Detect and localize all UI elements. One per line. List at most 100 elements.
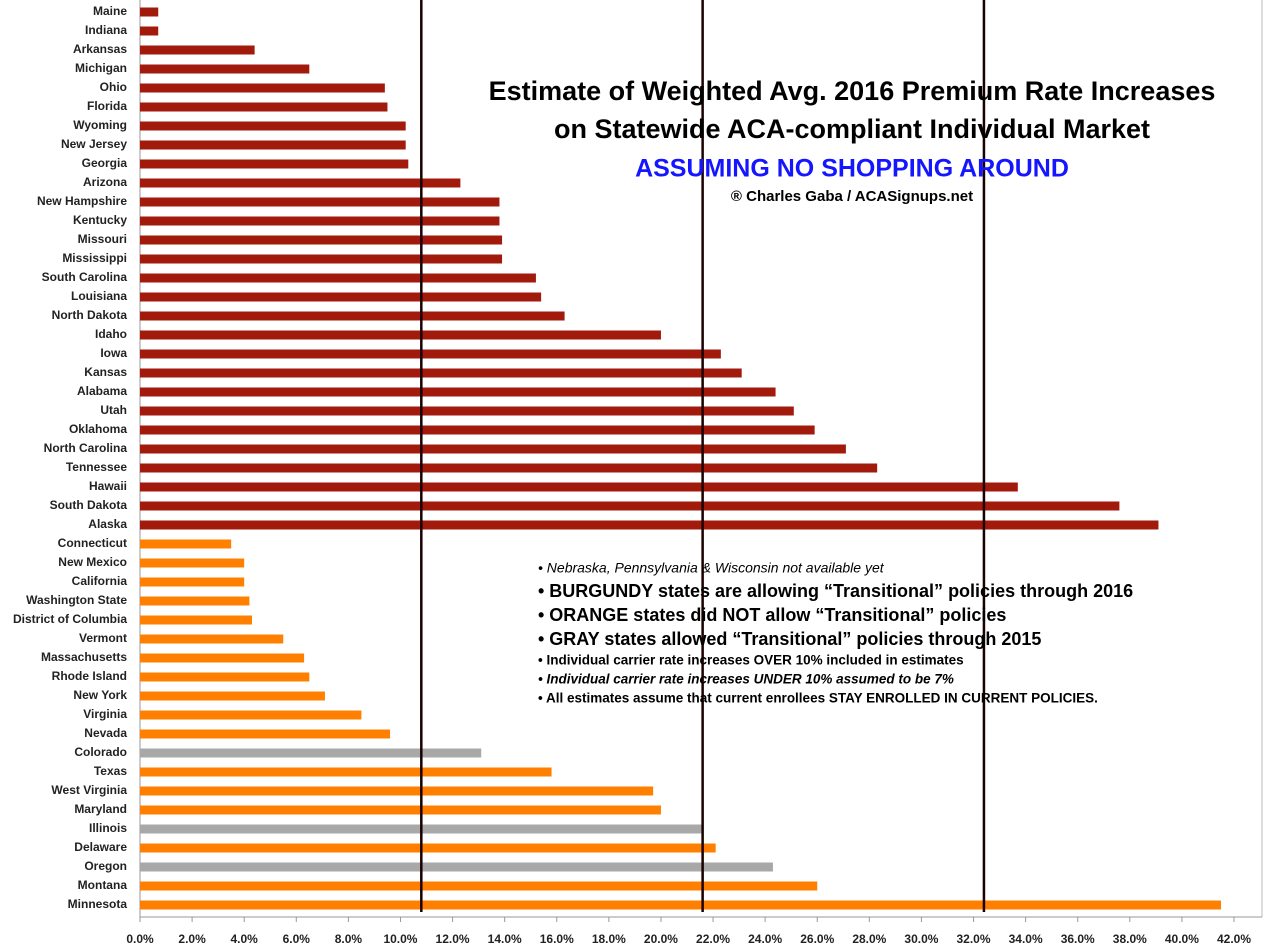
x-tick-label: 36.0% <box>1061 932 1095 946</box>
category-label: Maryland <box>74 802 127 816</box>
x-tick-label: 2.0% <box>178 932 206 946</box>
category-label: Tennessee <box>66 460 127 474</box>
category-label: Nevada <box>84 726 127 740</box>
bar <box>140 273 536 283</box>
x-tick-label: 24.0% <box>748 932 782 946</box>
category-label: New Jersey <box>61 137 127 151</box>
x-tick-label: 40.0% <box>1165 932 1199 946</box>
category-label: West Virginia <box>51 783 127 797</box>
x-tick-label: 16.0% <box>540 932 574 946</box>
category-label: Hawaii <box>89 479 127 493</box>
category-label: Minnesota <box>68 897 128 911</box>
bar <box>140 330 661 340</box>
x-tick-label: 42.0% <box>1217 932 1251 946</box>
category-label: Utah <box>100 403 127 417</box>
bar <box>140 178 461 188</box>
x-tick-label: 28.0% <box>852 932 886 946</box>
category-label: South Carolina <box>42 270 128 284</box>
category-label: Washington State <box>26 593 127 607</box>
bar <box>140 653 305 663</box>
category-label: Arizona <box>83 175 127 189</box>
x-tick-label: 8.0% <box>335 932 363 946</box>
bar <box>140 349 721 359</box>
note: • ORANGE states did NOT allow “Transitio… <box>538 605 1006 625</box>
x-tick-label: 38.0% <box>1113 932 1147 946</box>
category-label: Maine <box>93 4 127 18</box>
bar <box>140 311 565 321</box>
note: • Individual carrier rate increases OVER… <box>538 653 964 668</box>
bar <box>140 862 773 872</box>
category-label: Ohio <box>100 80 127 94</box>
bar <box>140 64 310 74</box>
bar <box>140 140 406 150</box>
bar <box>140 558 245 568</box>
x-tick-label: 14.0% <box>488 932 522 946</box>
category-label: Arkansas <box>73 42 127 56</box>
category-label: Georgia <box>82 156 128 170</box>
x-tick-label: 30.0% <box>904 932 938 946</box>
category-label: Connecticut <box>58 536 127 550</box>
category-label: Delaware <box>74 840 127 854</box>
bar <box>140 786 654 796</box>
category-label: Kansas <box>84 365 127 379</box>
note: • All estimates assume that current enro… <box>538 691 1098 706</box>
x-tick-label: 18.0% <box>592 932 626 946</box>
bar <box>140 767 552 777</box>
bar <box>140 26 159 36</box>
category-label: District of Columbia <box>13 612 127 626</box>
note: • Nebraska, Pennsylvania & Wisconsin not… <box>538 560 885 576</box>
bar <box>140 368 742 378</box>
bar <box>140 7 159 17</box>
category-label: Colorado <box>74 745 127 759</box>
bar <box>140 254 503 264</box>
bar <box>140 159 409 169</box>
bar <box>140 748 482 758</box>
category-label: New York <box>73 688 127 702</box>
category-label: Rhode Island <box>52 669 127 683</box>
category-label: Mississippi <box>62 251 127 265</box>
note: • GRAY states allowed “Transitional” pol… <box>538 629 1041 649</box>
x-tick-label: 34.0% <box>1009 932 1043 946</box>
bar <box>140 197 500 207</box>
bar <box>140 387 776 397</box>
category-label: Oklahoma <box>69 422 127 436</box>
category-label: Montana <box>78 878 128 892</box>
x-tick-label: 4.0% <box>231 932 259 946</box>
category-label: Illinois <box>89 821 127 835</box>
category-label: Virginia <box>83 707 127 721</box>
bar <box>140 881 818 891</box>
x-tick-label: 20.0% <box>644 932 678 946</box>
bar <box>140 710 362 720</box>
bar <box>140 235 503 245</box>
credit: ® Charles Gaba / ACASignups.net <box>731 188 973 205</box>
bar <box>140 444 846 454</box>
x-tick-label: 10.0% <box>383 932 417 946</box>
category-label: Texas <box>94 764 127 778</box>
bar <box>140 805 661 815</box>
category-label: New Mexico <box>58 555 127 569</box>
bar <box>140 596 250 606</box>
bar <box>140 691 325 701</box>
category-label: North Carolina <box>44 441 128 455</box>
chart-title: on Statewide ACA-compliant Individual Ma… <box>554 114 1150 144</box>
category-label: Oregon <box>84 859 127 873</box>
bar <box>140 501 1120 511</box>
bar <box>140 216 500 226</box>
category-label: Indiana <box>85 23 127 37</box>
category-label: Iowa <box>100 346 127 360</box>
category-label: Idaho <box>95 327 127 341</box>
chart-title: Estimate of Weighted Avg. 2016 Premium R… <box>489 76 1216 106</box>
bar <box>140 729 391 739</box>
bar <box>140 520 1159 530</box>
category-label: Missouri <box>78 232 127 246</box>
category-label: Alaska <box>88 517 127 531</box>
bar <box>140 406 794 416</box>
note: • BURGUNDY states are allowing “Transiti… <box>538 581 1133 601</box>
category-label: Kentucky <box>73 213 127 227</box>
bar <box>140 45 255 55</box>
x-tick-label: 26.0% <box>800 932 834 946</box>
bar <box>140 102 388 112</box>
bar <box>140 539 232 549</box>
bar <box>140 843 716 853</box>
category-label: Michigan <box>75 61 127 75</box>
